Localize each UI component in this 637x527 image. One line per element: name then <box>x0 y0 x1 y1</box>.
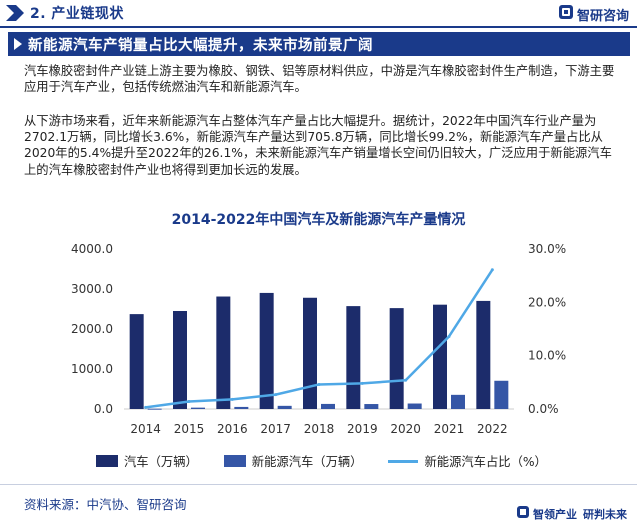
footer-logo-icon <box>516 505 530 522</box>
bar-auto <box>476 300 491 409</box>
point-nev-share <box>144 405 148 409</box>
bar-nev <box>364 404 379 409</box>
point-nev-share <box>274 393 278 397</box>
point-nev-share <box>360 381 364 385</box>
source-note: 资料来源：中汽协、智研咨询 <box>24 497 187 512</box>
legend-item-auto: 汽车（万辆） <box>96 452 198 470</box>
x-tick-label: 2015 <box>174 422 205 436</box>
right-axis-tick-label: 30.0% <box>528 242 566 256</box>
x-tick-label: 2014 <box>130 422 161 436</box>
right-axis-tick-label: 20.0% <box>528 295 566 309</box>
bar-auto <box>389 308 404 409</box>
headline-marker-icon <box>8 32 28 56</box>
brand-logo: 智研咨询 <box>558 4 629 24</box>
production-chart: 0.0 1000.0 2000.0 3000.0 4000.0 0.0% 10.0% 20.0… <box>71 242 566 436</box>
headline-bar: 新能源汽车产销量占比大幅提升，未来市场前景广阔 <box>8 32 630 56</box>
bar-nev <box>321 403 335 409</box>
bar-nev <box>147 408 162 410</box>
point-nev-share <box>404 378 408 382</box>
legend-label-share: 新能源汽车占比（%） <box>424 455 547 469</box>
bar-nev <box>407 403 422 409</box>
bar-auto <box>433 304 447 409</box>
x-tick-label: 2022 <box>477 422 508 436</box>
bar-auto <box>216 296 231 409</box>
logo-icon <box>558 4 574 24</box>
left-axis-tick-label: 0.0 <box>94 402 113 416</box>
bar-auto <box>129 314 144 409</box>
right-axis-tick-label: 0.0% <box>528 402 559 416</box>
right-axis-tick-label: 10.0% <box>528 349 566 363</box>
x-tick-label: 2016 <box>217 422 248 436</box>
footer-rule <box>0 484 637 485</box>
bar-auto <box>303 297 317 409</box>
section-label: 2. 产业链现状 <box>30 6 124 22</box>
paragraph-upstream: 汽车橡胶密封件产业链上游主要为橡胶、钢铁、铝等原材料供应，中游是汽车橡胶密封件生… <box>24 64 615 95</box>
legend-swatch-share <box>388 459 419 463</box>
bar-nev <box>234 406 249 409</box>
legend-item-nev: 新能源汽车（万辆） <box>223 452 363 470</box>
section-tag: 2. 产业链现状 <box>0 0 124 26</box>
legend-label-nev: 新能源汽车（万辆） <box>251 455 363 469</box>
x-tick-label: 2020 <box>390 422 421 436</box>
x-tick-label: 2021 <box>434 422 465 436</box>
point-nev-share <box>317 382 321 386</box>
top-bar: 2. 产业链现状 智研咨询 <box>0 0 637 28</box>
point-nev-share <box>230 397 234 401</box>
x-tick-label: 2018 <box>304 422 335 436</box>
headline-text: 新能源汽车产销量占比大幅提升，未来市场前景广阔 <box>28 37 373 54</box>
footer-brand: 智领产业 研判未来 <box>513 505 627 522</box>
legend-swatch-nev <box>223 455 246 467</box>
bar-auto <box>259 292 274 409</box>
paragraph-downstream: 从下游市场来看，近年来新能源汽车占整体汽车产量占比大幅提升。据统计，2022年中… <box>24 114 612 177</box>
bar-auto <box>173 311 187 409</box>
chevron-icon <box>4 2 26 24</box>
legend-label-auto: 汽车（万辆） <box>124 455 198 469</box>
bar-nev <box>277 405 292 409</box>
left-axis-tick-label: 4000.0 <box>71 242 113 256</box>
left-axis-tick-label: 2000.0 <box>71 322 113 336</box>
x-tick-label: 2019 <box>347 422 378 436</box>
footer-brand-a: 智领产业 <box>533 507 577 521</box>
bar-nev <box>494 380 509 409</box>
bar-nev <box>451 394 465 409</box>
bar-nev <box>191 407 205 409</box>
point-nev-share <box>490 268 494 272</box>
legend-swatch-auto <box>96 455 118 467</box>
point-nev-share <box>187 400 191 404</box>
chart-legend: 汽车（万辆） 新能源汽车（万辆） 新能源汽车占比（%） <box>96 452 573 470</box>
bar-auto <box>346 306 361 409</box>
point-nev-share <box>447 334 451 338</box>
left-axis-tick-label: 1000.0 <box>71 362 113 376</box>
chart-title: 2014-2022年中国汽车及新能源汽车产量情况 <box>171 212 466 228</box>
footer-brand-b: 研判未来 <box>583 507 627 521</box>
left-axis-tick-label: 3000.0 <box>71 282 113 296</box>
top-rule <box>0 26 637 28</box>
x-tick-label: 2017 <box>260 422 291 436</box>
brand-name: 智研咨询 <box>576 8 629 24</box>
legend-item-share: 新能源汽车占比（%） <box>388 452 547 470</box>
